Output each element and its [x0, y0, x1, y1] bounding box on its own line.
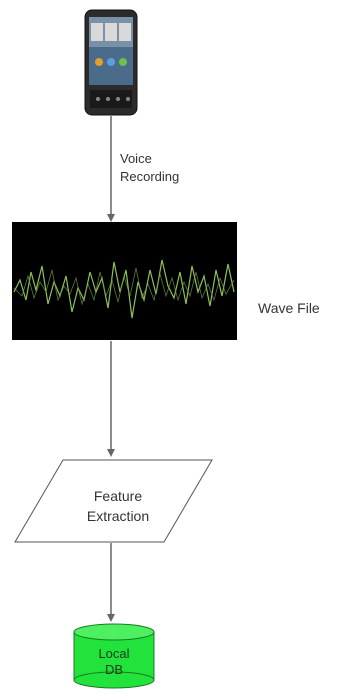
feature-extraction-line-1: Feature — [93, 488, 143, 504]
feature-extraction-shape — [14, 459, 213, 543]
local-db-label: Local DB — [74, 646, 154, 678]
local-db-cylinder — [73, 623, 155, 689]
voice-recording-label: Voice Recording — [120, 150, 179, 186]
local-db-line-1: Local — [98, 646, 130, 661]
wave-file-box — [12, 222, 237, 340]
local-db-line-2: DB — [104, 662, 124, 677]
wave-file-label: Wave File — [258, 300, 320, 316]
voice-recording-line-1: Voice — [120, 151, 152, 166]
voice-recording-line-2: Recording — [120, 169, 180, 184]
feature-extraction-line-2: Extraction — [86, 508, 150, 524]
feature-extraction-label: Feature Extraction — [52, 486, 184, 526]
smartphone-icon — [84, 9, 138, 116]
